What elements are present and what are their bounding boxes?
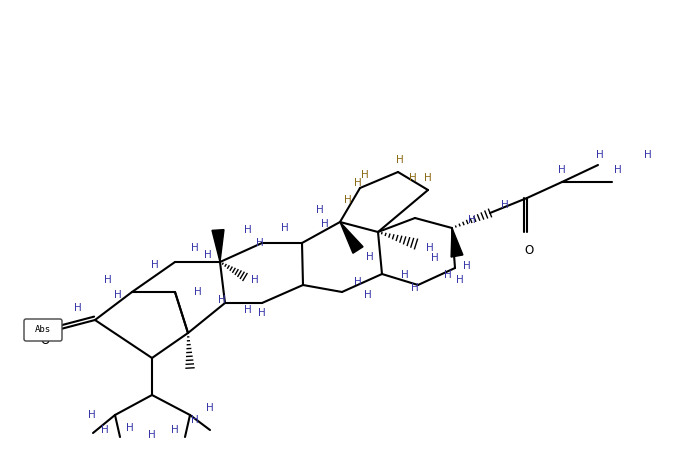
Text: H: H [354, 277, 362, 287]
Polygon shape [212, 230, 224, 262]
Text: H: H [104, 275, 112, 285]
Text: H: H [171, 425, 179, 435]
Text: H: H [256, 238, 264, 248]
Text: H: H [321, 219, 329, 229]
Polygon shape [340, 222, 363, 253]
Text: H: H [396, 155, 404, 165]
Text: H: H [644, 150, 652, 160]
Text: H: H [74, 303, 82, 313]
Text: H: H [206, 403, 214, 413]
Text: H: H [424, 173, 432, 183]
Text: H: H [409, 173, 417, 183]
Text: H: H [101, 425, 109, 435]
Text: H: H [366, 252, 374, 262]
Text: H: H [251, 275, 259, 285]
Text: H: H [126, 423, 134, 433]
Text: H: H [364, 290, 372, 300]
Text: H: H [614, 165, 622, 175]
Text: H: H [444, 270, 452, 280]
Text: H: H [468, 215, 476, 225]
Text: Abs: Abs [35, 326, 51, 334]
Text: H: H [204, 250, 212, 260]
Text: H: H [316, 205, 324, 215]
Text: H: H [151, 260, 159, 270]
Polygon shape [451, 228, 463, 257]
Text: H: H [344, 195, 352, 205]
Text: H: H [354, 178, 362, 188]
Text: H: H [191, 415, 199, 425]
Text: H: H [426, 243, 434, 253]
Text: H: H [456, 275, 464, 285]
Text: H: H [463, 261, 471, 271]
Text: H: H [218, 295, 226, 305]
Text: H: H [244, 225, 252, 235]
Text: H: H [558, 165, 566, 175]
Text: H: H [401, 270, 409, 280]
Text: H: H [431, 253, 439, 263]
Text: H: H [501, 200, 509, 210]
Text: H: H [281, 223, 289, 233]
Text: H: H [88, 410, 96, 420]
Text: H: H [148, 430, 156, 440]
Text: H: H [258, 308, 266, 318]
Text: H: H [114, 290, 122, 300]
Text: H: H [596, 150, 604, 160]
FancyBboxPatch shape [24, 319, 62, 341]
Text: O: O [41, 333, 49, 347]
Text: H: H [361, 170, 369, 180]
Text: O: O [525, 244, 533, 256]
Text: H: H [244, 305, 252, 315]
Text: H: H [194, 287, 202, 297]
Text: H: H [191, 243, 199, 253]
Text: H: H [411, 283, 419, 293]
